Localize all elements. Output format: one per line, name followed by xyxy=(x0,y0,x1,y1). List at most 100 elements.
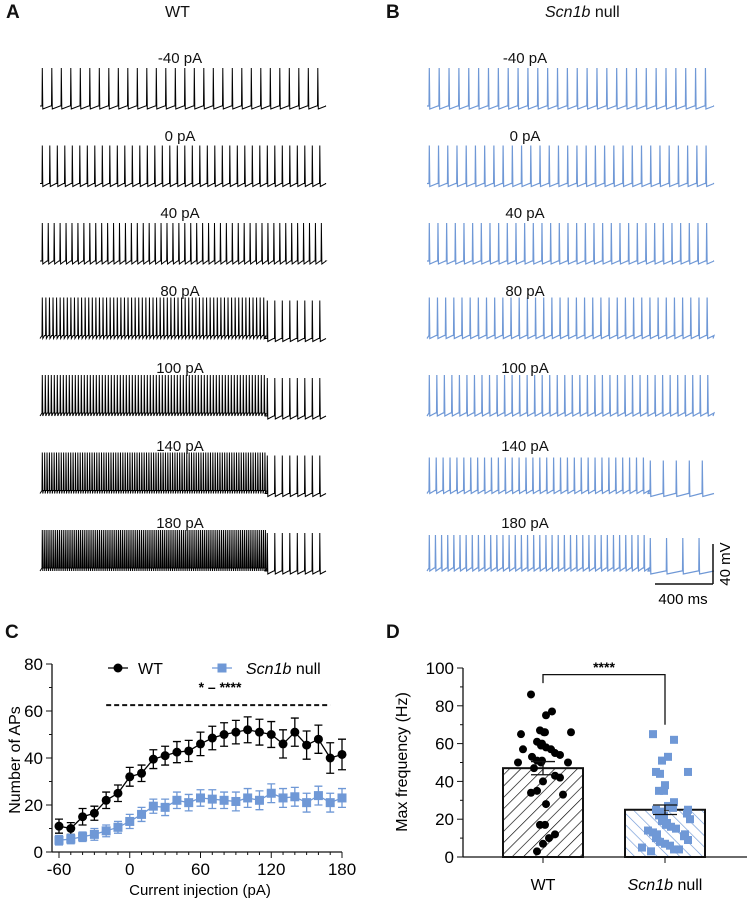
scn1b-null-point xyxy=(302,798,312,808)
wt-data-point xyxy=(539,777,547,786)
wt-data-point xyxy=(548,707,556,716)
wt-point xyxy=(89,808,99,818)
significance-label: **** xyxy=(593,659,615,675)
wt-data-point xyxy=(519,745,527,754)
wt-point xyxy=(66,824,76,833)
scn1b-null-data-point xyxy=(658,756,666,765)
panel-d-letter: D xyxy=(386,622,400,643)
wt-trace-label: 80 pA xyxy=(160,282,200,300)
wt-point xyxy=(54,821,64,831)
scn1b-null-point xyxy=(89,829,99,839)
panel-b-letter: B xyxy=(386,2,400,23)
x-tick-label: 180 xyxy=(328,860,356,879)
x-label-rest: null xyxy=(673,877,702,894)
wt-point xyxy=(78,812,88,822)
scn1b-null-data-point xyxy=(661,839,669,848)
scn1b-null-point xyxy=(207,794,217,804)
wt-data-point xyxy=(545,834,553,843)
legend-null-label: Scn1b null xyxy=(246,661,321,678)
scale-bar-time: 400 ms xyxy=(658,591,707,608)
wt-data-point xyxy=(533,786,541,795)
scn1b-null-point xyxy=(325,798,335,808)
scn1b-null-point xyxy=(66,834,76,844)
scn1b-null-data-point xyxy=(649,730,657,739)
wt-data-point xyxy=(567,728,575,737)
scn1b-null-trace-label: -40 pA xyxy=(502,50,548,67)
y-tick-label: 0 xyxy=(445,848,454,867)
scn1b-null-trace-label: 180 pA xyxy=(501,515,549,532)
scn1b-null-data-point xyxy=(664,801,672,810)
chart-d: 0 20 40 60 80 100 Max frequency (Hz) **** WT Scn1… xyxy=(394,659,747,894)
wt-trace xyxy=(40,222,328,265)
wt-trace-label: 140 pA xyxy=(156,437,204,455)
wt-point xyxy=(148,754,158,764)
trace-panels xyxy=(39,67,716,575)
legend-null-marker xyxy=(217,663,227,673)
scn1b-null-point xyxy=(313,791,323,801)
scn1b-null-data-point xyxy=(669,803,677,812)
sem-bar xyxy=(531,760,555,776)
scn1b-null-trace xyxy=(427,222,715,265)
legend-null-gene: Scn1b xyxy=(246,661,291,678)
wt-point xyxy=(160,751,170,761)
panel-a-title: WT xyxy=(165,4,190,21)
wt-point xyxy=(243,725,253,735)
y-tick-label: 100 xyxy=(426,659,454,678)
scn1b-null-trace-label: 80 pA xyxy=(505,282,545,300)
scn1b-null-data-point xyxy=(644,826,652,835)
scn1b-null-data-point xyxy=(656,769,664,778)
scn1b-null-point xyxy=(54,835,64,845)
wt-trace xyxy=(39,452,327,498)
wt-trace xyxy=(39,297,327,343)
scn1b-null-data-point xyxy=(675,845,683,854)
scn1b-null-point xyxy=(113,822,123,832)
scn1b-null-point xyxy=(243,793,253,803)
scn1b-null-data-point xyxy=(664,752,672,761)
wt-trace-label: 0 pA xyxy=(164,127,196,145)
significance-label: * – **** xyxy=(199,679,242,695)
scn1b-null-point xyxy=(101,826,111,836)
scn1b-null-data-point xyxy=(672,824,680,833)
legend-wt-label: WT xyxy=(138,661,163,678)
legend-null-rest: null xyxy=(291,661,320,678)
scn1b-null-data-point xyxy=(656,837,664,846)
scn1b-null-point xyxy=(160,802,170,812)
y-tick-label: 80 xyxy=(24,655,43,674)
x-tick-label: -60 xyxy=(47,860,72,879)
y-axis-label: Max frequency (Hz) xyxy=(394,692,411,832)
y-tick-label: 60 xyxy=(435,735,454,754)
wt-trace xyxy=(39,374,327,420)
scn1b-null-point xyxy=(254,795,264,805)
wt-trace xyxy=(40,67,327,110)
panel-b-title: Scn1b null xyxy=(545,4,620,22)
scn1b-null-data-point xyxy=(683,809,691,818)
y-tick-label: 80 xyxy=(435,697,454,716)
wt-point xyxy=(219,730,229,739)
wt-data-point xyxy=(537,758,545,767)
panel-a-letter: A xyxy=(6,2,20,23)
scn1b-null-data-point xyxy=(661,781,669,790)
scn1b-null-point xyxy=(266,788,276,798)
y-axis-label: Number of APs xyxy=(7,706,24,814)
scale-bar-voltage: 40 mV xyxy=(717,542,734,585)
sem-bar xyxy=(653,804,677,816)
x-tick-label: 60 xyxy=(191,860,210,879)
wt-trace-label: 100 pA xyxy=(156,360,204,377)
wt-point xyxy=(325,753,335,763)
wt-data-point xyxy=(556,750,564,759)
wt-trace-label: -40 pA xyxy=(157,50,203,67)
scn1b-null-trace-label: 140 pA xyxy=(501,437,549,455)
scn1b-null-point xyxy=(148,801,158,811)
x-label-scn1b-null: Scn1b null xyxy=(628,877,703,894)
wt-trace-label: 180 pA xyxy=(156,515,204,532)
legend-wt-marker xyxy=(113,663,123,673)
y-tick-label: 20 xyxy=(24,796,43,815)
wt-data-point xyxy=(533,847,541,856)
wt-data-point xyxy=(541,820,549,829)
wt-point xyxy=(125,772,135,782)
scn1b-null-data-point xyxy=(655,786,663,795)
scn1b-null-data-point xyxy=(684,835,692,844)
wt-data-point xyxy=(530,764,538,773)
wt-trace-label: 40 pA xyxy=(160,205,200,222)
